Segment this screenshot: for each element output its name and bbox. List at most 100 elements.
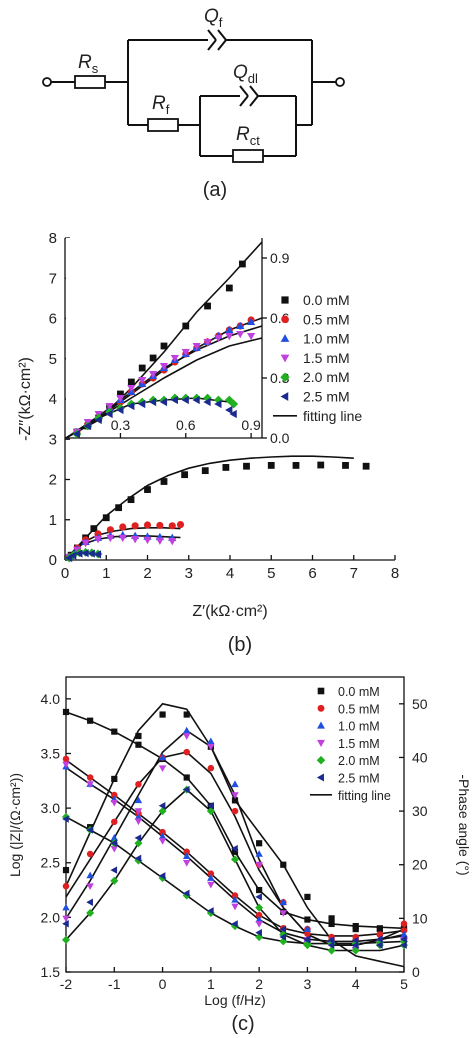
inset-y-tick-label: 0.9: [270, 250, 290, 266]
bode-phase-point: [158, 753, 167, 761]
nyquist-legend-label: 1.0 mM: [303, 331, 350, 347]
bode-modulus-point: [110, 839, 118, 847]
inset-point: [149, 354, 157, 362]
inset-point: [225, 332, 234, 341]
inset-x-ticks: 0.3 0.6 0.9: [111, 417, 261, 438]
bode-modulus-point: [256, 886, 263, 894]
nyquist-y-tick-label: 2: [49, 472, 57, 489]
nyquist-x-tick-label: 4: [226, 565, 234, 582]
nyquist-point: [144, 486, 151, 493]
bode-phase-point: [110, 834, 119, 841]
bode-x-tick-label: 1: [207, 976, 215, 992]
nyquist-point: [93, 550, 102, 559]
bode-modulus-point: [87, 717, 94, 724]
nyquist-point: [362, 462, 370, 470]
bode-phase-point: [375, 941, 383, 949]
bode-y-tick-label: 3.5: [41, 745, 61, 761]
bode-modulus-point: [135, 741, 142, 748]
bode-legend-marker: [316, 755, 326, 765]
inset-point: [160, 342, 168, 350]
bode-phase-point: [158, 765, 167, 773]
bode-legend-label: 0.5 mM: [338, 702, 380, 716]
nyquist-x-tick-label: 3: [185, 565, 193, 582]
nyquist-point: [292, 462, 300, 469]
bode-x-tick-label: 5: [400, 976, 408, 992]
inset-point: [214, 395, 223, 405]
label-rf: Rf: [152, 93, 170, 117]
bode-phase-point: [111, 775, 118, 783]
nyquist-point: [87, 549, 95, 558]
bode-modulus-point: [400, 935, 407, 943]
inset-point: [116, 394, 125, 403]
bode-y2-tick-label: 0: [412, 964, 420, 980]
nyquist-point: [243, 462, 250, 470]
bode-modulus-point: [231, 896, 239, 903]
nyquist-x-label: Z′(kΩ·cm²): [192, 603, 267, 620]
bode-phase-point: [135, 732, 142, 740]
nyquist-point: [119, 523, 127, 531]
inset-point: [214, 334, 223, 343]
bode-modulus-point: [182, 889, 190, 898]
bode-phase-point: [327, 946, 336, 955]
inset-point: [239, 260, 246, 268]
inset-point: [138, 364, 146, 372]
bode-phase-point: [62, 915, 70, 923]
bode-modulus-point: [231, 903, 239, 911]
bode-y2-tick-label: 10: [412, 910, 428, 926]
bode-legend-marker: [317, 739, 325, 748]
nyquist-points: [64, 461, 370, 563]
bode-phase-point: [303, 941, 312, 950]
inset-point: [159, 397, 168, 407]
bode-modulus-point: [110, 799, 119, 807]
bode-y-tick-label: 2.0: [41, 909, 61, 925]
nyquist-point: [90, 525, 98, 533]
bode-phase-point: [86, 883, 94, 891]
inset-point: [203, 393, 212, 403]
bode-legend-label: 2.5 mM: [338, 772, 380, 786]
bode-phase-point: [158, 802, 166, 810]
nyquist-legend-label: fitting line: [303, 408, 362, 424]
nyquist-x-tick-label: 2: [143, 565, 151, 582]
resistor-rs: [74, 75, 106, 89]
bode-phase-point: [376, 931, 384, 938]
inset-x-tick-label: 0.3: [111, 417, 131, 433]
nyquist-legend-marker: [280, 334, 290, 342]
bode-phase-point: [135, 781, 142, 788]
nyquist-legend-marker: [280, 392, 289, 401]
inset-x-tick-label: 0.9: [241, 417, 261, 433]
bode-phase-point: [206, 807, 215, 816]
nyquist-point: [102, 514, 110, 522]
nyquist-y-tick-label: 3: [49, 431, 57, 448]
bode-modulus-point: [62, 815, 69, 823]
bode-phase-point: [279, 910, 288, 917]
nyquist-x-tick-label: 7: [350, 565, 358, 582]
nyquist-point: [181, 471, 189, 479]
bode-legend-marker: [317, 721, 325, 729]
nyquist-y-tick-label: 8: [49, 230, 57, 247]
bode-phase-point: [110, 876, 119, 885]
bode-x-tick-label: 3: [304, 976, 312, 992]
nyquist-legend-marker: [281, 296, 289, 304]
bode-y2-tick-label: 50: [412, 696, 428, 712]
bode-modulus-point: [62, 755, 70, 763]
nyquist-point: [155, 537, 164, 545]
bode-legend-marker: [317, 687, 325, 695]
bode-phase-point: [207, 737, 215, 745]
inset-point: [224, 395, 234, 405]
bode-phase-point: [182, 726, 191, 734]
inset-point: [149, 370, 158, 379]
bode-modulus-point: [255, 928, 262, 937]
bode-x-tick-label: -1: [108, 976, 121, 992]
bode-phase-point: [231, 844, 238, 853]
nyquist-x-tick-label: 8: [391, 565, 399, 582]
chart-nyquist: 0 1 2 3 4 5 6 7 8 0 1 2 3 4 5 6 7 8 Z′(kΩ·cm²) -Z′′(kΩ·c…: [17, 230, 399, 656]
nyquist-x-tick-label: 0: [61, 565, 69, 582]
bode-phase-point: [86, 908, 95, 918]
bode-modulus-point: [231, 848, 239, 855]
circuit-diagram: Qf Rs Qdl Rf Rct (a): [42, 6, 345, 201]
inset-point: [225, 405, 233, 415]
bode-phase-point: [111, 818, 118, 826]
resistor-rf: [147, 118, 179, 132]
bode-phase-point: [134, 808, 143, 815]
bode-phase-point: [207, 743, 215, 751]
